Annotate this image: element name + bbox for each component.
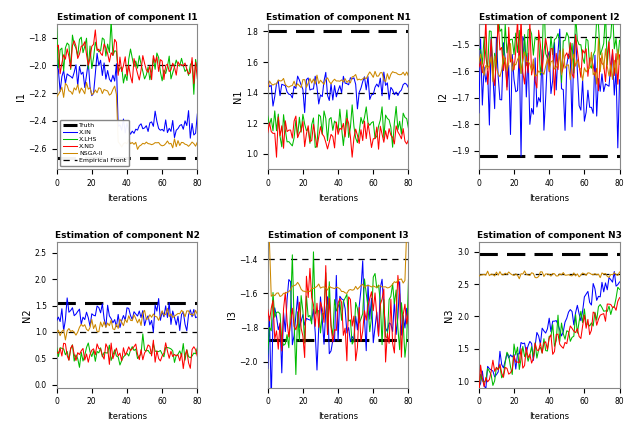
Legend: Truth, X.IN, X.LHS, X.ND, NSGA-II, Empirical Front: Truth, X.IN, X.LHS, X.ND, NSGA-II, Empir…: [60, 120, 130, 166]
Y-axis label: I3: I3: [227, 310, 237, 319]
Y-axis label: N3: N3: [444, 308, 454, 322]
Y-axis label: I1: I1: [16, 92, 26, 101]
Title: Estimation of component I1: Estimation of component I1: [57, 13, 198, 22]
Title: Estimation of component I3: Estimation of component I3: [268, 231, 408, 240]
X-axis label: Iterations: Iterations: [318, 194, 358, 203]
Title: Estimation of component N3: Estimation of component N3: [477, 231, 621, 240]
Title: Estimation of component N1: Estimation of component N1: [265, 13, 411, 22]
Y-axis label: I2: I2: [438, 92, 448, 101]
X-axis label: Iterations: Iterations: [107, 412, 147, 421]
Title: Estimation of component N2: Estimation of component N2: [55, 231, 199, 240]
Y-axis label: N1: N1: [233, 90, 243, 103]
Y-axis label: N2: N2: [22, 308, 32, 322]
Title: Estimation of component I2: Estimation of component I2: [479, 13, 620, 22]
X-axis label: Iterations: Iterations: [529, 194, 569, 203]
X-axis label: Iterations: Iterations: [107, 194, 147, 203]
X-axis label: Iterations: Iterations: [529, 412, 569, 421]
X-axis label: Iterations: Iterations: [318, 412, 358, 421]
